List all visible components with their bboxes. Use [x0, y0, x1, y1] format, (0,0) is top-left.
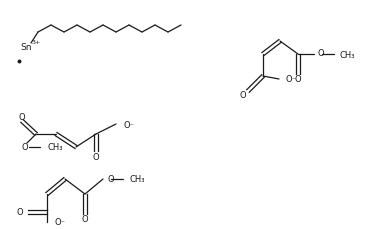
Text: O: O: [82, 215, 88, 224]
Text: O: O: [93, 152, 99, 161]
Text: 3+: 3+: [32, 39, 41, 44]
Text: O: O: [22, 143, 28, 152]
Text: O⁻: O⁻: [54, 218, 65, 226]
Text: Sn: Sn: [20, 42, 31, 51]
Text: O: O: [19, 112, 25, 121]
Text: O: O: [107, 174, 114, 183]
Text: O: O: [318, 49, 324, 58]
Text: O⁻: O⁻: [286, 75, 297, 84]
Text: O: O: [17, 208, 23, 217]
Text: CH₃: CH₃: [340, 50, 356, 59]
Text: CH₃: CH₃: [129, 175, 144, 184]
Text: O⁻: O⁻: [123, 120, 134, 129]
Text: O: O: [295, 75, 301, 84]
Text: O: O: [240, 91, 246, 100]
Text: CH₃: CH₃: [47, 143, 63, 152]
